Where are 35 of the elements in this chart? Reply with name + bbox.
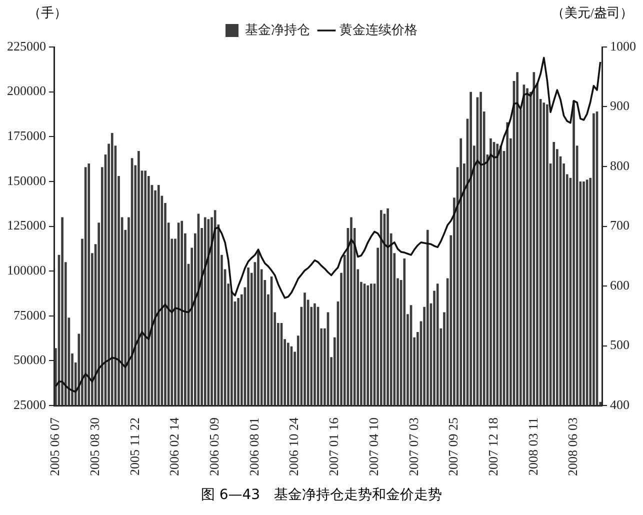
y-tick-label: 50000 xyxy=(14,352,46,368)
x-tick-label: 2007 01 16 xyxy=(326,417,342,476)
y-tick-label: 225000 xyxy=(7,38,46,54)
legend-label: 黄金连续价格 xyxy=(340,22,418,38)
y2-tick-label: 900 xyxy=(610,98,630,114)
y2-tick-label: 600 xyxy=(610,277,630,292)
x-tick-label: 2008 06 03 xyxy=(565,418,580,476)
text: 图 6—43 基金净持仓走势和金价走势 xyxy=(200,486,444,504)
y-tick-label: 25000 xyxy=(14,396,46,412)
y-tick-label: 175000 xyxy=(7,128,46,144)
x-tick-label: 2008 03 11 xyxy=(525,418,540,476)
y2-tick-label: 700 xyxy=(610,218,630,233)
y-tick-label: 200000 xyxy=(7,83,46,98)
legend-label: 基金净持仓 xyxy=(245,22,310,38)
x-tick-label: 2006 08 01 xyxy=(246,418,262,476)
x-tick-label: 2005 11 22 xyxy=(126,418,142,476)
x-tick-label: 2007 09 25 xyxy=(446,418,461,476)
y2-tick-label: 1000 xyxy=(610,38,636,54)
x-tick-label: 2007 04 10 xyxy=(366,418,381,476)
x-tick-label: 2007 07 03 xyxy=(406,418,421,476)
x-tick-label: 2006 02 14 xyxy=(166,417,182,476)
x-tick-label: 2005 06 07 xyxy=(47,417,62,476)
x-tick-label: 2006 10 24 xyxy=(286,417,302,476)
y-tick-label: 125000 xyxy=(7,218,46,233)
y-tick-label: 75000 xyxy=(14,307,46,322)
x-tick-label: 2007 12 18 xyxy=(485,418,500,476)
y-axis-title: （手） xyxy=(28,4,67,22)
y2-tick-label: 800 xyxy=(610,158,630,173)
x-tick-label: 2006 05 09 xyxy=(206,418,222,476)
y2-axis-title: （美元/盎司） xyxy=(551,4,633,22)
y-tick-label: 100000 xyxy=(7,262,46,278)
y-tick-label: 150000 xyxy=(7,172,46,188)
y2-tick-label: 500 xyxy=(610,337,630,352)
y2-tick-label: 400 xyxy=(610,396,630,412)
x-tick-label: 2005 08 30 xyxy=(86,418,102,476)
